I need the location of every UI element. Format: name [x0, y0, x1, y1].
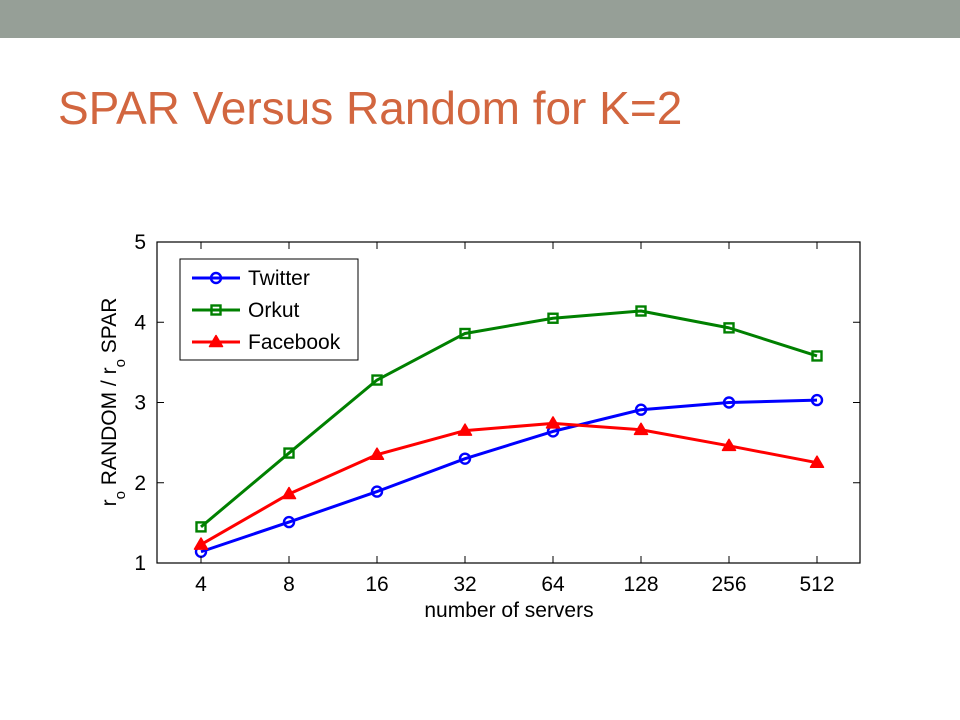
data-point-orkut: [459, 327, 471, 340]
y-axis-label: ro RANDOM / ro SPAR: [98, 298, 129, 507]
series-orkut: [195, 305, 823, 533]
y-axis-label-mid: RANDOM / r: [98, 367, 121, 491]
data-point-facebook: [809, 455, 825, 468]
legend-entry-twitter: Twitter: [192, 267, 310, 290]
y-tick-label: 5: [134, 231, 146, 254]
data-point-twitter: [722, 396, 736, 409]
x-tick-label: 32: [453, 573, 476, 596]
legend-marker-twitter: [209, 271, 223, 285]
series-line-facebook: [200, 421, 818, 546]
x-axis-ticks: 4 8 16 32 64 128 256 512: [195, 242, 835, 596]
data-point-facebook: [193, 537, 209, 550]
data-point-facebook: [721, 438, 737, 452]
data-point-facebook: [545, 416, 561, 429]
y-axis-label-sub2: o: [112, 359, 129, 367]
legend-label-facebook: Facebook: [248, 331, 341, 354]
data-point-twitter: [370, 485, 384, 498]
x-tick-label: 8: [283, 573, 295, 596]
slide-top-bar: [0, 0, 960, 38]
x-tick-label: 128: [623, 573, 658, 596]
data-point-orkut: [723, 322, 735, 334]
legend-label-orkut: Orkut: [248, 299, 300, 322]
legend-entry-orkut: Orkut: [192, 299, 300, 322]
legend-label-twitter: Twitter: [248, 267, 310, 290]
data-point-facebook: [369, 447, 385, 460]
y-tick-label: 4: [134, 311, 146, 334]
x-tick-label: 256: [711, 573, 746, 596]
x-axis-label: number of servers: [424, 599, 593, 622]
slide-title: SPAR Versus Random for K=2: [58, 82, 683, 134]
data-point-twitter: [282, 515, 296, 529]
data-point-facebook: [633, 422, 649, 436]
y-axis-label-sub1: o: [112, 491, 129, 499]
series-facebook: [193, 416, 825, 550]
legend-entry-facebook: Facebook: [192, 331, 341, 354]
data-point-orkut: [547, 312, 559, 324]
y-tick-label: 3: [134, 392, 146, 415]
data-point-orkut: [635, 305, 647, 317]
series-twitter: [194, 393, 824, 558]
y-tick-label: 1: [134, 552, 146, 575]
legend-marker-orkut: [210, 304, 222, 316]
x-tick-label: 16: [365, 573, 388, 596]
y-axis-label-end: SPAR: [98, 298, 121, 359]
plot-layer: [193, 305, 825, 558]
x-tick-label: 64: [541, 573, 565, 596]
data-point-facebook: [457, 423, 473, 436]
legend-marker-facebook: [208, 334, 224, 348]
x-tick-label: 4: [195, 573, 207, 596]
data-point-orkut: [371, 374, 383, 386]
data-point-twitter: [458, 452, 472, 465]
x-tick-label: 512: [799, 573, 834, 596]
y-axis-label-r1: r: [98, 499, 121, 506]
data-point-orkut: [283, 447, 295, 459]
legend: Twitter Orkut Facebook: [179, 258, 359, 361]
series-line-twitter: [200, 398, 818, 554]
series-line-orkut: [200, 309, 818, 529]
data-point-twitter: [634, 403, 648, 416]
data-point-facebook: [281, 486, 297, 500]
data-point-twitter: [810, 393, 824, 407]
y-tick-label: 2: [134, 472, 146, 495]
y-axis-ticks: 1 2 3 4 5: [134, 231, 860, 575]
data-point-orkut: [195, 521, 207, 533]
data-point-orkut: [811, 350, 823, 362]
